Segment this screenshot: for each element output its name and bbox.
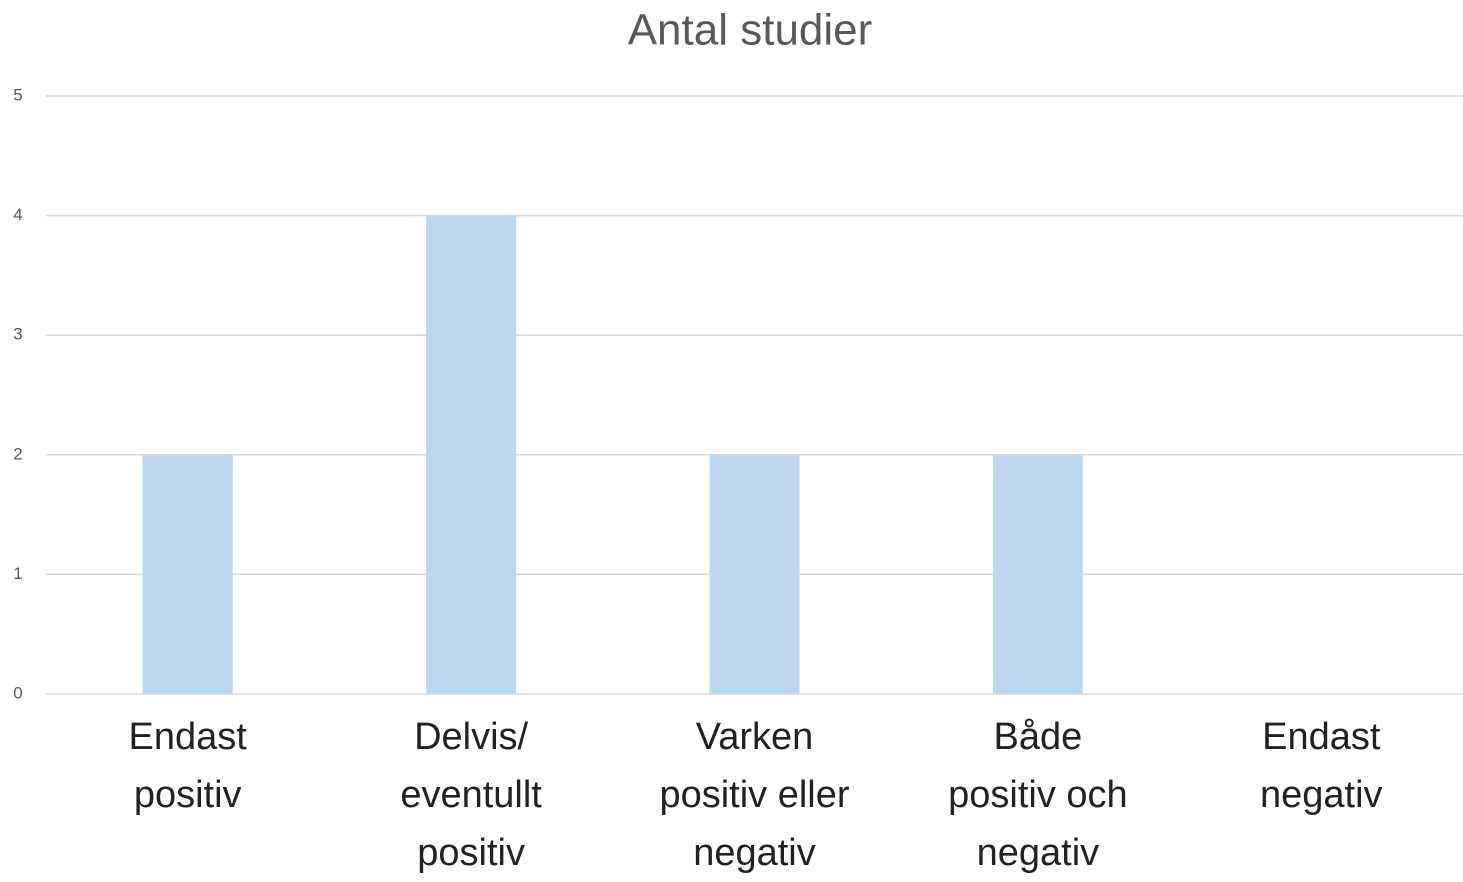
bar — [143, 455, 233, 694]
chart-title: Antal studier — [628, 6, 873, 55]
page: Antal studier 012345 (() => { const data… — [0, 0, 1463, 877]
y-tick-label: 1 — [13, 564, 22, 583]
bar — [993, 455, 1083, 694]
y-tick-label: 5 — [13, 85, 22, 104]
x-tick-label: Endast negativ — [1181, 708, 1461, 824]
x-tick-label: Både positiv och negativ — [898, 708, 1178, 882]
y-tick-label: 2 — [13, 444, 22, 463]
y-tick-label: 3 — [13, 325, 22, 344]
bar — [710, 455, 800, 694]
y-tick-label: 4 — [13, 205, 22, 224]
x-tick-label: Delvis/ eventullt positiv — [331, 708, 611, 882]
y-tick-label: 0 — [13, 683, 22, 702]
x-tick-label: Varken positiv eller negativ — [615, 708, 895, 882]
bar — [426, 216, 516, 694]
x-tick-label: Endast positiv — [48, 708, 328, 824]
